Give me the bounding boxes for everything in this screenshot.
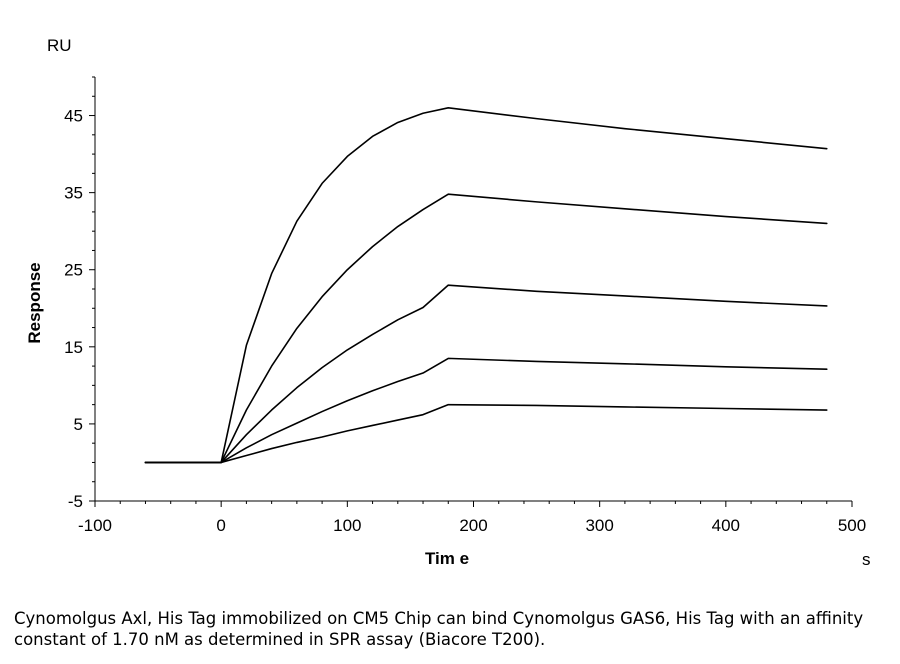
y-tick-label: 45 xyxy=(64,107,83,126)
y-axis-title: Response xyxy=(25,262,44,343)
y-tick-label: -5 xyxy=(68,492,83,511)
x-tick-label: 500 xyxy=(838,516,866,535)
figure-caption: Cynomolgus Axl, His Tag immobilized on C… xyxy=(14,609,864,649)
x-tick-label: -100 xyxy=(78,516,112,535)
x-tick-label: 0 xyxy=(216,516,225,535)
sensorgram-curve-3 xyxy=(144,284,828,464)
y-tick-label: 35 xyxy=(64,184,83,203)
x-unit-label: s xyxy=(862,550,871,569)
sensorgram-curve-2 xyxy=(144,193,828,464)
sensorgram-curve-4 xyxy=(144,357,828,464)
x-tick-label: 200 xyxy=(459,516,487,535)
sensorgram-curve-1 xyxy=(144,107,828,464)
y-tick-label: 15 xyxy=(64,338,83,357)
sensorgram-curve-5 xyxy=(144,403,828,464)
x-axis-title: Tim e xyxy=(425,549,469,568)
y-ticks: -5 5 15 25 35 45 xyxy=(64,76,95,511)
x-tick-label: 300 xyxy=(585,516,613,535)
y-tick-label: 5 xyxy=(74,415,83,434)
series-layer xyxy=(144,107,828,464)
y-unit-label: RU xyxy=(47,36,72,55)
x-tick-label: 100 xyxy=(333,516,361,535)
x-tick-label: 400 xyxy=(712,516,740,535)
sensorgram-chart: -5 5 15 25 35 45 -100 0 100 200 300 400 500 RU s Ti… xyxy=(25,36,871,569)
x-ticks: -100 0 100 200 300 400 500 xyxy=(78,501,866,535)
y-tick-label: 25 xyxy=(64,261,83,280)
